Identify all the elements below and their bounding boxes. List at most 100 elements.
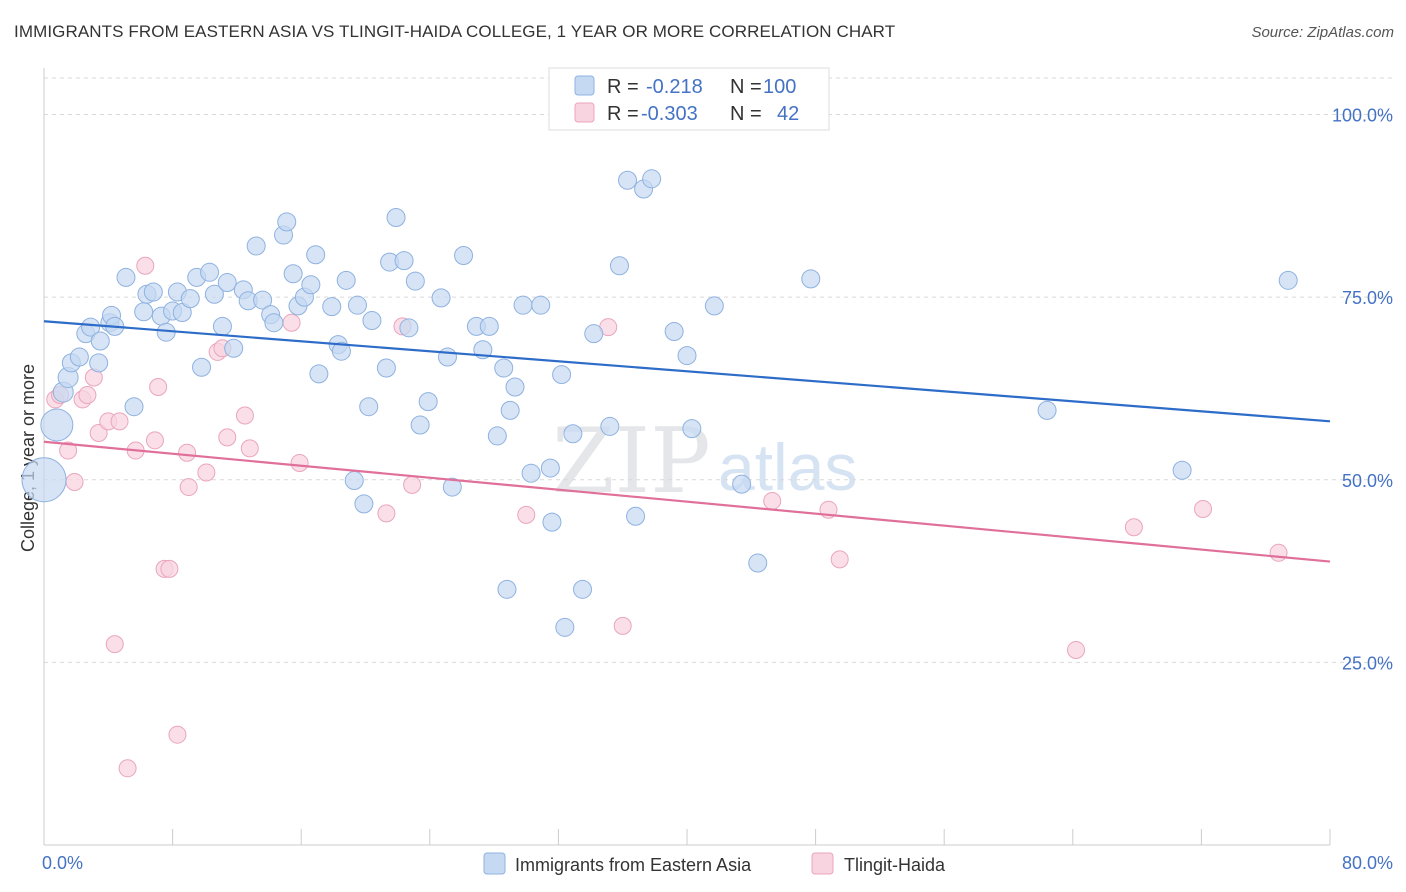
legend-label-tlingit-haida[interactable]: Tlingit-Haida [844, 855, 946, 875]
eastern-asia-point [1172, 460, 1192, 480]
eastern-asia-point [344, 470, 364, 490]
tlingit-haida-point [78, 386, 97, 405]
tlingit-haida-point [59, 441, 78, 460]
eastern-asia-point [309, 364, 329, 384]
y-tick-label: 100.0% [1332, 106, 1393, 126]
stats-r-label-2: R = [607, 103, 639, 125]
x-tick-label-min: 0.0% [42, 853, 83, 873]
eastern-asia-point [386, 208, 406, 228]
eastern-asia-point [664, 321, 684, 341]
eastern-asia-point [552, 365, 572, 385]
legend: Immigrants from Eastern Asia Tlingit-Hai… [483, 852, 946, 875]
source-credit: Source: ZipAtlas.com [1251, 24, 1394, 41]
eastern-asia-point [540, 458, 560, 478]
eastern-asia-point [306, 245, 326, 265]
stats-n-value-2: 42 [777, 103, 799, 125]
eastern-asia-point [505, 377, 525, 397]
tlingit-haida-point [613, 616, 632, 635]
stats-n-label-1: N = [730, 76, 762, 98]
stats-n-label-2: N = [730, 103, 762, 125]
tlingit-haida-point [517, 505, 536, 524]
tlingit-haida-point [377, 504, 396, 523]
eastern-asia-point [1278, 270, 1298, 290]
stats-swatch-series2 [574, 102, 595, 123]
tlingit-haida-point [240, 439, 259, 458]
eastern-asia-point [322, 297, 342, 317]
eastern-asia-point [479, 316, 499, 336]
tlingit-haida-point [168, 725, 187, 744]
eastern-asia-point [748, 553, 768, 573]
eastern-asia-point [618, 170, 638, 190]
stats-swatch-series1 [574, 75, 595, 96]
tlingit-haida-point [1067, 640, 1086, 659]
eastern-asia-point [399, 318, 419, 338]
eastern-asia-point [89, 353, 109, 373]
x-tick-label-max: 80.0% [1342, 853, 1393, 873]
eastern-asia-point [642, 169, 662, 189]
eastern-asia-point [682, 419, 702, 439]
eastern-asia-point [573, 579, 593, 599]
eastern-asia-point [513, 295, 533, 315]
eastern-asia-point [347, 295, 367, 315]
tlingit-haida-point [403, 475, 422, 494]
eastern-asia-point [609, 256, 629, 276]
x-tick-labels: 0.0% 80.0% [42, 853, 1393, 873]
y-axis-label: College, 1 year or more [18, 364, 38, 552]
eastern-asia-point [521, 463, 541, 483]
eastern-asia-point [359, 397, 379, 417]
stats-r-value-1: -0.218 [646, 76, 703, 98]
trend-lines [43, 320, 1331, 563]
legend-label-eastern-asia[interactable]: Immigrants from Eastern Asia [515, 855, 752, 875]
legend-swatch-tlingit-haida[interactable] [811, 852, 834, 875]
tlingit-haida-point [149, 377, 168, 396]
eastern-asia-point [497, 579, 517, 599]
tlingit-haida-point [160, 559, 179, 578]
eastern-asia-point [264, 313, 284, 333]
trend-line-tlingit-haida [43, 440, 1331, 563]
eastern-asia-point [81, 317, 101, 337]
eastern-asia-point [555, 617, 575, 637]
eastern-asia-point [494, 358, 514, 378]
eastern-asia-point [704, 296, 724, 316]
tlingit-haida-point [179, 478, 198, 497]
tlingit-haida-point [145, 431, 164, 450]
stats-box-frame [548, 67, 830, 131]
tlingit-haida-point [290, 453, 309, 472]
eastern-asia-point [801, 269, 821, 289]
tlingit-haida-point [763, 491, 782, 510]
eastern-asia-point [212, 316, 232, 336]
eastern-asia-point [584, 324, 604, 344]
eastern-asia-point [217, 273, 237, 293]
eastern-asia-point [354, 494, 374, 514]
eastern-asia-point [277, 212, 297, 232]
eastern-asia-point [442, 477, 462, 497]
eastern-asia-point [40, 408, 74, 442]
eastern-asia-point [563, 424, 583, 444]
eastern-asia-point [134, 302, 154, 322]
tlingit-haida-point [1194, 499, 1213, 518]
eastern-asia-point [362, 311, 382, 331]
chart-title: IMMIGRANTS FROM EASTERN ASIA VS TLINGIT-… [14, 22, 896, 41]
stats-r-value-2: -0.303 [641, 103, 698, 125]
y-tick-label: 25.0% [1342, 653, 1393, 673]
eastern-asia-point [418, 392, 438, 412]
tlingit-haida-point [118, 759, 137, 778]
tlingit-haida-point [282, 313, 301, 332]
tlingit-haida-point [136, 256, 155, 275]
eastern-asia-point [21, 457, 67, 503]
tlingit-haida-point [1124, 518, 1143, 537]
eastern-asia-point [116, 267, 136, 287]
tlingit-haida-point [65, 472, 84, 491]
tlingit-haida-point [830, 550, 849, 569]
eastern-asia-point [677, 346, 697, 366]
tlingit-haida-point [178, 443, 197, 462]
eastern-asia-point [204, 284, 224, 304]
eastern-asia-point [283, 264, 303, 284]
eastern-asia-point [500, 400, 520, 420]
eastern-asia-point [200, 262, 220, 282]
tlingit-haida-point [235, 406, 254, 425]
legend-swatch-eastern-asia[interactable] [483, 852, 506, 875]
tlingit-haida-point [197, 463, 216, 482]
tlingit-haida-point [89, 424, 108, 443]
